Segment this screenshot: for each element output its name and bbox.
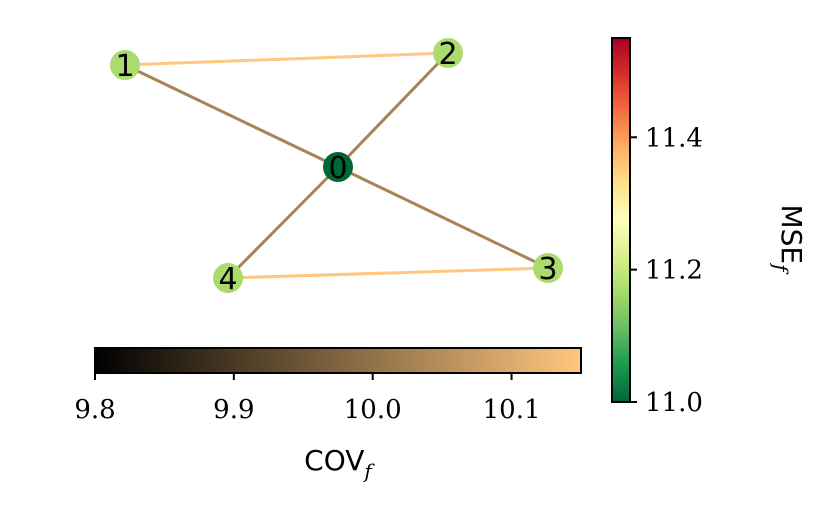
graph-nodes: 0 1 2 3 4 [110, 37, 563, 297]
node-4 [213, 263, 243, 293]
edge-2-0 [336, 51, 450, 169]
node-label-1: 1 [115, 49, 134, 84]
cov-tick-label: 9.8 [74, 395, 115, 425]
mse-colorbar-label: MSEf [769, 204, 808, 275]
cov-colorbar-gradient [94, 347, 582, 374]
edge-3-0 [337, 165, 549, 270]
edge-4-3 [227, 266, 549, 280]
node-label-2: 2 [438, 37, 457, 72]
cov-colorbar-label: COVf [304, 444, 375, 483]
node-label-3: 3 [538, 252, 557, 287]
cov-tick-label: 9.9 [213, 395, 254, 425]
edge-4-0 [226, 165, 340, 280]
node-label-4: 4 [218, 262, 237, 297]
node-1 [110, 50, 140, 80]
cov-colorbar: 9.8 9.9 10.0 10.1 COVf [74, 347, 582, 483]
mse-tick-label: 11.4 [645, 123, 703, 153]
graph-edges [124, 51, 549, 280]
cov-colorbar-ticks: 9.8 9.9 10.0 10.1 [74, 373, 541, 425]
node-label-0: 0 [328, 151, 347, 186]
cov-tick-label: 10.0 [344, 395, 402, 425]
mse-colorbar-ticks: 11.0 11.2 11.4 [630, 123, 703, 418]
mse-tick-label: 11.2 [645, 256, 703, 286]
node-2 [433, 38, 463, 68]
edge-1-0 [124, 63, 339, 169]
mse-colorbar: 11.0 11.2 11.4 MSEf [611, 37, 808, 418]
cov-tick-label: 10.1 [483, 395, 541, 425]
mse-tick-label: 11.0 [645, 388, 703, 418]
mse-colorbar-gradient [611, 37, 631, 403]
node-3 [533, 253, 563, 283]
node-0 [323, 152, 353, 182]
edge-1-2 [124, 51, 449, 67]
